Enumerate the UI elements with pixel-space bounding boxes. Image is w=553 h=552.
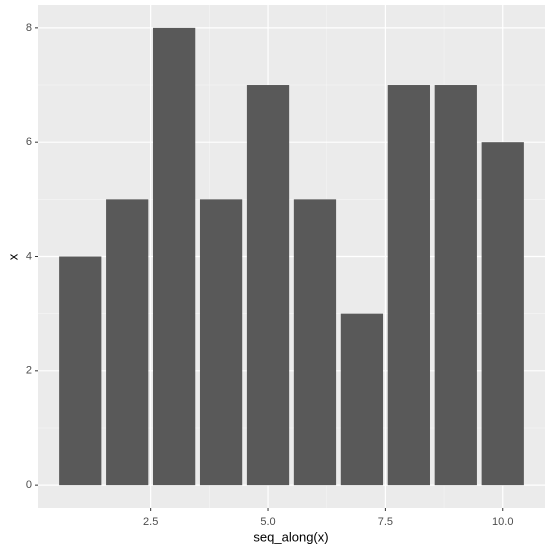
bar: [293, 199, 337, 486]
x-tick-label: 5.0: [260, 516, 275, 528]
y-tick-label: 2: [26, 365, 32, 377]
bar: [106, 199, 149, 486]
bar: [340, 313, 384, 486]
x-tick-label: 2.5: [143, 516, 158, 528]
bar: [387, 85, 430, 486]
x-tick-label: 10.0: [492, 516, 513, 528]
bar: [434, 85, 477, 486]
y-tick-label: 0: [26, 479, 32, 491]
bar: [59, 256, 102, 486]
y-tick-label: 4: [26, 250, 32, 262]
bar: [481, 142, 524, 486]
bar: [153, 27, 196, 486]
bar: [199, 199, 243, 486]
y-tick-label: 6: [26, 136, 32, 148]
y-tick-label: 8: [26, 22, 32, 34]
x-axis-title: seq_along(x): [253, 529, 328, 544]
y-axis-title: x: [5, 253, 20, 260]
x-tick-label: 7.5: [378, 516, 393, 528]
bar: [246, 85, 290, 486]
